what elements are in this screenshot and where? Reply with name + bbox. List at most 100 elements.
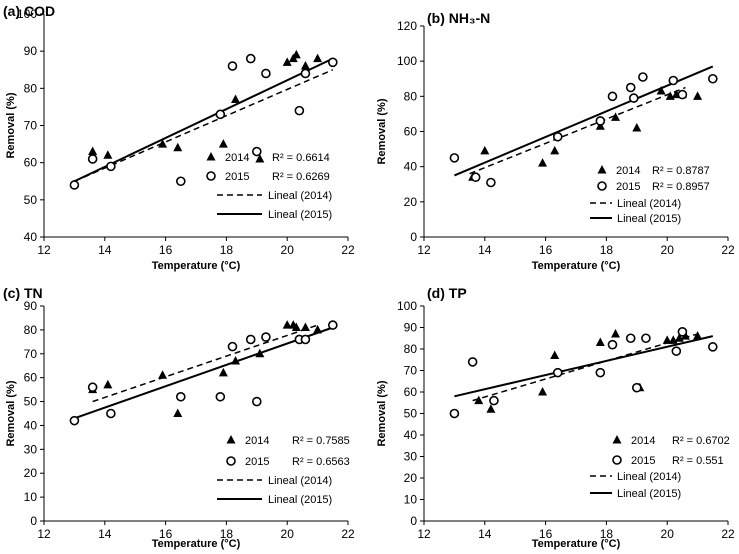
data-point-2014 <box>668 335 678 344</box>
legend-trend-label: Lineal (2014) <box>268 190 332 202</box>
x-tick-label: 22 <box>721 527 735 541</box>
data-point-2015 <box>69 415 80 426</box>
data-point-2015 <box>707 342 718 352</box>
data-point-2015 <box>449 153 460 163</box>
data-point-2014 <box>313 53 323 63</box>
legend: 2014 R² = 0.7585 2015 R² = 0.6563 Lineal (20… <box>217 435 350 506</box>
data-point-2015 <box>668 75 679 86</box>
data-point-2015 <box>607 91 618 102</box>
x-tick-label: 18 <box>600 243 614 257</box>
data-point-2014 <box>595 337 605 347</box>
data-point-2014 <box>231 94 241 103</box>
data-point-2015 <box>607 339 618 350</box>
data-point-2014 <box>538 158 548 167</box>
y-axis-label: Removal (%) <box>376 98 388 164</box>
data-point-2015 <box>470 172 481 183</box>
y-tick-label: 70 <box>24 347 38 361</box>
y-tick-label: 0 <box>410 230 417 244</box>
legend-label-2014: 2014 <box>631 435 655 447</box>
legend-trend-label: Lineal (2015) <box>268 209 332 221</box>
x-tick-label: 12 <box>417 527 431 541</box>
data-point-2014 <box>218 367 228 377</box>
data-point-2015 <box>489 395 499 406</box>
x-tick-label: 14 <box>478 527 492 541</box>
y-tick-label: 90 <box>24 44 38 58</box>
data-point-2014 <box>88 146 98 156</box>
x-axis-label: Temperature (°C) <box>152 260 241 272</box>
data-point-2014 <box>480 145 490 155</box>
legend-r2-2015: R² = 0.6563 <box>292 456 350 468</box>
legend-r2-2015: R² = 0.8957 <box>652 181 710 193</box>
y-axis-label: Removal (%) <box>5 92 17 158</box>
legend-trend-label: Lineal (2015) <box>617 488 681 500</box>
trendline-2015 <box>454 65 714 177</box>
data-point-2015 <box>227 341 238 352</box>
legend-marker-2014 <box>206 152 216 161</box>
x-tick-label: 14 <box>98 243 112 257</box>
y-tick-label: 80 <box>404 89 418 103</box>
trendline-2015 <box>73 57 334 183</box>
data-point-2014 <box>173 142 183 152</box>
legend-label-2014: 2014 <box>245 435 269 447</box>
x-tick-label: 22 <box>341 527 355 541</box>
data-point-2014 <box>538 387 548 396</box>
data-point-2014 <box>632 122 642 132</box>
data-point-2015 <box>449 408 460 419</box>
legend-r2-2014: R² = 0.6614 <box>272 152 330 164</box>
data-point-2015 <box>251 396 262 407</box>
data-point-2015 <box>327 57 338 68</box>
x-tick-label: 12 <box>37 527 51 541</box>
data-point-2015 <box>595 367 606 378</box>
x-tick-label: 18 <box>220 243 234 257</box>
data-point-2014 <box>255 153 265 163</box>
legend-marker-2015 <box>206 171 216 181</box>
data-point-2015 <box>294 105 305 116</box>
panel-1: 40 50 60 70 80 90 100 12 14 16 18 20 22 (a) COD Temper… <box>3 3 355 272</box>
trendline-2014 <box>74 69 334 182</box>
x-tick-label: 20 <box>661 527 675 541</box>
data-point-2014 <box>550 350 560 359</box>
panel-title: (a) COD <box>3 3 55 19</box>
y-tick-label: 20 <box>404 195 418 209</box>
legend-r2-2015: R² = 0.551 <box>672 455 724 467</box>
y-tick-label: 50 <box>24 193 38 207</box>
x-tick-label: 22 <box>341 243 355 257</box>
y-tick-label: 40 <box>404 428 418 442</box>
legend-r2-2015: R² = 0.6269 <box>272 171 330 183</box>
y-tick-label: 100 <box>17 7 37 21</box>
data-point-2014 <box>218 139 228 148</box>
data-point-2014 <box>550 145 560 155</box>
data-point-2014 <box>282 57 292 66</box>
data-point-2015 <box>552 131 563 142</box>
y-tick-label: 50 <box>24 395 38 409</box>
panel-3: 0 10 20 30 40 50 60 70 80 90 12 14 16 18 20 22 (c) TN Tem… <box>3 285 355 550</box>
y-tick-label: 60 <box>404 125 418 139</box>
legend-label-2015: 2015 <box>225 171 249 183</box>
data-point-2015 <box>215 109 226 120</box>
data-point-2014 <box>255 348 265 358</box>
x-axis-label: Temperature (°C) <box>532 260 621 272</box>
legend-trend-label: Lineal (2015) <box>268 494 332 506</box>
y-tick-label: 80 <box>404 342 418 356</box>
data-point-2014 <box>656 86 666 95</box>
legend-label-2015: 2015 <box>631 455 655 467</box>
x-tick-label: 16 <box>159 527 173 541</box>
legend-marker-2014 <box>226 435 236 444</box>
data-point-2014 <box>474 395 484 405</box>
x-tick-label: 20 <box>281 243 295 257</box>
legend-trend-label: Lineal (2014) <box>617 471 681 483</box>
data-point-2015 <box>87 382 98 393</box>
y-tick-label: 10 <box>404 493 418 507</box>
legend-marker-2015 <box>597 181 607 191</box>
data-point-2014 <box>662 335 672 344</box>
legend-trend-label: Lineal (2014) <box>617 198 681 210</box>
y-tick-label: 30 <box>404 450 418 464</box>
legend: 2014 R² = 0.6702 2015 R² = 0.551 Lineal (201… <box>590 435 730 500</box>
data-point-2015 <box>227 61 238 71</box>
data-point-2014 <box>674 333 684 342</box>
data-point-2014 <box>173 408 183 417</box>
y-tick-label: 120 <box>397 19 417 33</box>
x-axis-label: Temperature (°C) <box>152 538 241 550</box>
x-tick-label: 16 <box>159 243 173 257</box>
